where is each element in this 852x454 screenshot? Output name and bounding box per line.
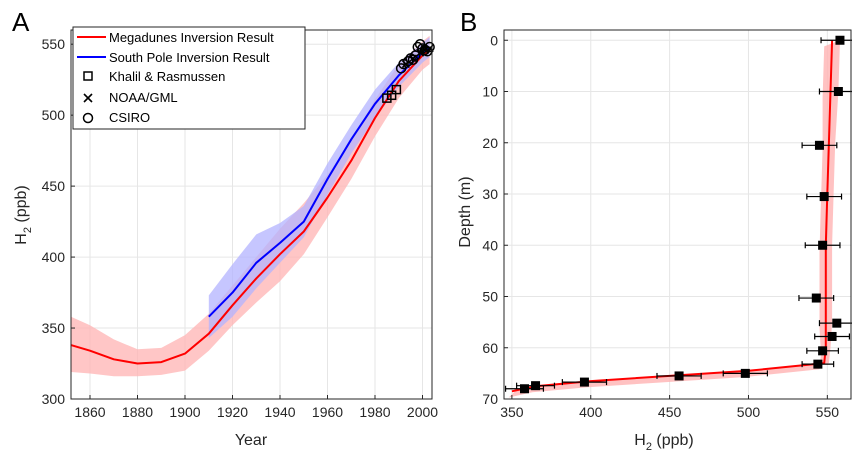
x-tick-label: 1960 <box>312 404 343 420</box>
y-tick-label: 550 <box>42 36 66 52</box>
measurement-marker <box>818 346 828 356</box>
measurement <box>656 371 702 381</box>
x-tick-label: 550 <box>816 404 840 420</box>
panel-b: 350 400 450 500 550 0 10 20 30 40 50 60 70 B Depth (… <box>457 7 852 453</box>
y-axis-label-a-main: H <box>13 233 30 245</box>
legend-marker-noaa <box>83 93 93 103</box>
measurement <box>801 359 835 369</box>
band-southpole <box>208 37 430 338</box>
panel-label-a: A <box>12 7 30 37</box>
panel-a: 1860 1880 1900 1920 1940 1960 1980 2000 300 350 40… <box>12 7 438 449</box>
measurement <box>561 377 608 387</box>
legend-label-megadunes: Megadunes Inversion Result <box>109 30 274 45</box>
y-tick-label: 400 <box>42 249 66 265</box>
line-megadunes <box>70 49 431 365</box>
measurement <box>504 384 545 394</box>
point-csiro <box>403 55 414 67</box>
line-b <box>511 40 834 393</box>
measurement-marker <box>740 368 750 378</box>
points-b <box>504 35 852 394</box>
measurement <box>820 35 852 45</box>
point-csiro <box>412 41 423 53</box>
measurement-marker <box>674 371 684 381</box>
bands-a <box>71 35 430 377</box>
plot-frame-b <box>503 29 852 400</box>
legend-label-noaa: NOAA/GML <box>109 90 178 105</box>
measurement <box>806 346 839 356</box>
measurement-marker <box>520 384 530 394</box>
y-tick-label: 70 <box>482 391 498 407</box>
y-tick-label: 300 <box>42 391 66 407</box>
legend-label-csiro: CSIRO <box>109 110 150 125</box>
measurement <box>798 293 835 303</box>
y-axis-label-a-rest: (ppb) <box>13 185 30 227</box>
measurement-marker <box>813 359 823 369</box>
x-tick-label: 350 <box>500 404 524 420</box>
measurement <box>814 331 851 341</box>
measurement-marker <box>835 35 845 45</box>
x-axis-label-b-main: H <box>634 432 646 449</box>
y-tick-label: 450 <box>42 178 66 194</box>
measurement <box>806 192 843 202</box>
y-tick-label: 350 <box>42 320 66 336</box>
y-tick-label: 10 <box>482 84 498 100</box>
x-axis-label-a: Year <box>235 432 268 449</box>
x-tick-label: 1860 <box>74 404 105 420</box>
legend-box <box>72 26 306 130</box>
point-khalil <box>391 84 402 95</box>
plot-area-b <box>504 30 852 399</box>
x-tick-label: 1880 <box>122 404 153 420</box>
measurement-marker <box>832 318 842 328</box>
legend-a: Megadunes Inversion Result South Pole In… <box>72 26 306 130</box>
line-depth-profile <box>511 40 834 393</box>
y-tick-label: 30 <box>482 186 498 202</box>
x-tick-label: 450 <box>658 404 682 420</box>
legend-label-khalil: Khalil & Rasmussen <box>109 69 225 84</box>
y-tick-label: 500 <box>42 107 66 123</box>
y-tick-label: 0 <box>490 32 498 48</box>
measurement <box>804 240 841 250</box>
x-tick-label: 2000 <box>407 404 438 420</box>
measurement-marker <box>531 381 541 391</box>
ticks-b: 350 400 450 500 550 0 10 20 30 40 50 60 70 <box>482 32 839 420</box>
measurement-marker <box>833 87 843 96</box>
y-tick-label: 50 <box>482 289 498 305</box>
x-tick-label: 500 <box>737 404 761 420</box>
x-axis-label-b-rest: (ppb) <box>652 432 694 449</box>
band-megadunes <box>71 35 430 377</box>
legend-marker-csiro <box>82 112 94 124</box>
measurement-marker <box>827 331 837 341</box>
measurement-marker <box>819 192 829 202</box>
x-tick-label: 1900 <box>169 404 200 420</box>
measurement-marker <box>579 377 589 387</box>
legend-label-southpole: South Pole Inversion Result <box>109 50 270 65</box>
measurement-marker <box>818 240 828 250</box>
measurement <box>722 368 769 378</box>
measurement <box>801 140 838 150</box>
legend-marker-khalil <box>83 71 93 81</box>
x-tick-label: 1940 <box>264 404 295 420</box>
points-a <box>382 38 435 103</box>
x-axis-label-b-sub: 2 <box>646 441 652 453</box>
y-axis-label-b: Depth (m) <box>457 176 474 247</box>
y-tick-label: 60 <box>482 340 498 356</box>
panel-label-b: B <box>460 7 477 37</box>
y-axis-label-a-sub: 2 <box>22 227 34 233</box>
measurement-marker <box>811 293 821 303</box>
ticks-a: 1860 1880 1900 1920 1940 1960 1980 2000 300 350 40… <box>42 36 439 420</box>
x-tick-label: 400 <box>579 404 603 420</box>
x-tick-label: 1980 <box>359 404 390 420</box>
measurement <box>818 318 852 328</box>
y-tick-label: 20 <box>482 135 498 151</box>
grid-b <box>504 30 851 400</box>
y-axis-label-a: H2 (ppb) <box>13 185 34 244</box>
x-axis-label-b: H2 (ppb) <box>634 432 693 453</box>
point-csiro <box>424 41 435 53</box>
y-tick-label: 40 <box>482 237 498 253</box>
measurement-marker <box>814 140 824 150</box>
x-tick-label: 1920 <box>217 404 248 420</box>
